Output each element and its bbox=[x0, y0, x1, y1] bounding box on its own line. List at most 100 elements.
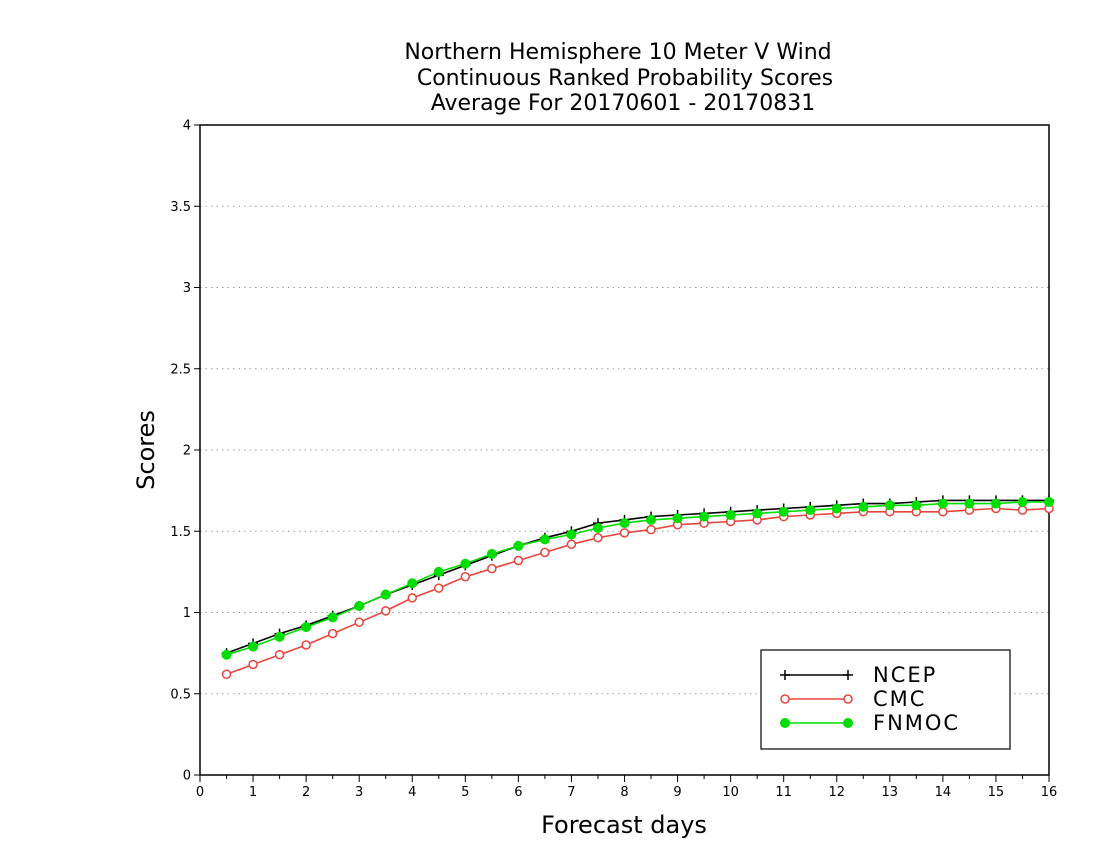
data-point bbox=[566, 539, 577, 549]
series-fnmoc bbox=[221, 497, 1054, 660]
data-point bbox=[699, 511, 710, 522]
data-point bbox=[619, 528, 630, 538]
data-point bbox=[937, 498, 948, 509]
data-point bbox=[911, 500, 922, 511]
x-tick-label: 12 bbox=[828, 785, 845, 800]
x-tick-label: 7 bbox=[567, 785, 575, 800]
title-line-3: Average For 20170601 - 20170831 bbox=[431, 91, 816, 116]
legend-marker bbox=[843, 718, 853, 728]
data-point bbox=[1017, 497, 1028, 507]
data-point bbox=[513, 540, 524, 551]
data-point bbox=[778, 506, 789, 517]
data-point bbox=[460, 572, 471, 582]
data-point bbox=[1044, 497, 1054, 507]
legend-marker bbox=[780, 694, 790, 704]
legend-item-fnmoc: FNMOC bbox=[780, 711, 960, 735]
legend-label: NCEP bbox=[873, 663, 937, 687]
data-point bbox=[725, 510, 736, 520]
series-layer bbox=[221, 495, 1054, 679]
y-tick-label: 4 bbox=[183, 119, 191, 134]
data-point bbox=[248, 659, 258, 670]
data-point bbox=[354, 601, 365, 611]
y-tick-label: 1.5 bbox=[170, 525, 191, 540]
x-tick-label: 3 bbox=[355, 785, 363, 800]
data-point bbox=[513, 555, 524, 566]
y-tick-label: 3 bbox=[183, 281, 191, 296]
x-tick-label: 8 bbox=[620, 785, 628, 800]
x-tick-label: 0 bbox=[196, 785, 204, 800]
x-tick-label: 11 bbox=[775, 785, 792, 800]
data-point bbox=[539, 534, 550, 545]
data-point bbox=[831, 503, 842, 514]
y-tick-label: 0 bbox=[183, 769, 191, 784]
legend-marker bbox=[843, 694, 853, 704]
data-point bbox=[990, 498, 1001, 509]
legend-label: FNMOC bbox=[873, 711, 960, 735]
x-tick-label: 13 bbox=[882, 785, 899, 800]
data-point bbox=[380, 606, 391, 616]
y-tick-label: 2 bbox=[183, 444, 191, 459]
data-point bbox=[646, 524, 656, 535]
data-point bbox=[248, 641, 259, 652]
data-point bbox=[221, 669, 232, 679]
data-point bbox=[460, 558, 471, 569]
y-axis: 0 0.5 1 1.5 2 2.5 3 3.5 4 bbox=[170, 119, 200, 784]
series-line bbox=[226, 499, 1049, 654]
data-point bbox=[221, 649, 232, 660]
legend-item-cmc: CMC bbox=[780, 687, 926, 711]
data-point bbox=[566, 529, 577, 540]
data-point bbox=[646, 514, 657, 525]
title-line-1: Northern Hemisphere 10 Meter V Wind bbox=[404, 40, 831, 65]
title-line-2: Continuous Ranked Probability Scores bbox=[417, 66, 833, 91]
data-point bbox=[487, 563, 497, 574]
x-tick-label: 4 bbox=[408, 785, 416, 800]
data-point bbox=[407, 578, 418, 589]
legend-item-ncep: NCEP bbox=[780, 663, 937, 687]
data-point bbox=[434, 583, 444, 593]
data-point bbox=[301, 622, 312, 633]
data-point bbox=[407, 593, 417, 603]
x-axis: 0 1 2 3 4 5 6 7 8 9 10 11 12 13 14 15 16 bbox=[196, 775, 1057, 800]
series-line bbox=[226, 501, 1049, 656]
legend-marker bbox=[780, 718, 790, 728]
chart-title: Northern Hemisphere 10 Meter V Wind Cont… bbox=[404, 40, 833, 116]
y-tick-label: 0.5 bbox=[170, 687, 191, 702]
data-point bbox=[619, 518, 630, 529]
data-point bbox=[301, 640, 311, 650]
data-point bbox=[380, 589, 391, 600]
y-tick-label: 1 bbox=[183, 606, 191, 621]
data-point bbox=[486, 549, 497, 559]
legend-label: CMC bbox=[873, 687, 926, 711]
data-point bbox=[672, 513, 683, 524]
data-point bbox=[752, 508, 763, 519]
x-tick-label: 5 bbox=[461, 785, 469, 800]
data-point bbox=[858, 501, 869, 512]
legend-marker bbox=[843, 670, 853, 680]
data-point bbox=[274, 650, 285, 660]
x-tick-label: 2 bbox=[302, 785, 310, 800]
data-point bbox=[805, 505, 816, 516]
y-tick-label: 2.5 bbox=[170, 362, 191, 377]
x-tick-label: 9 bbox=[673, 785, 681, 800]
data-point bbox=[354, 617, 364, 627]
data-point bbox=[938, 507, 948, 517]
data-point bbox=[327, 612, 338, 623]
y-axis-label: Scores bbox=[132, 410, 160, 490]
x-tick-label: 10 bbox=[722, 785, 739, 800]
grid bbox=[200, 205, 1049, 695]
data-point bbox=[274, 631, 285, 642]
x-tick-label: 1 bbox=[249, 785, 257, 800]
x-tick-label: 14 bbox=[935, 785, 952, 800]
y-tick-label: 3.5 bbox=[170, 200, 191, 215]
data-point bbox=[593, 533, 603, 543]
x-tick-label: 16 bbox=[1041, 785, 1058, 800]
legend-marker bbox=[780, 670, 790, 680]
data-point bbox=[884, 500, 895, 511]
data-point bbox=[433, 566, 444, 577]
series-ncep bbox=[221, 495, 1054, 659]
x-axis-label: Forecast days bbox=[541, 811, 707, 839]
data-point bbox=[327, 628, 338, 639]
data-point bbox=[540, 547, 550, 558]
